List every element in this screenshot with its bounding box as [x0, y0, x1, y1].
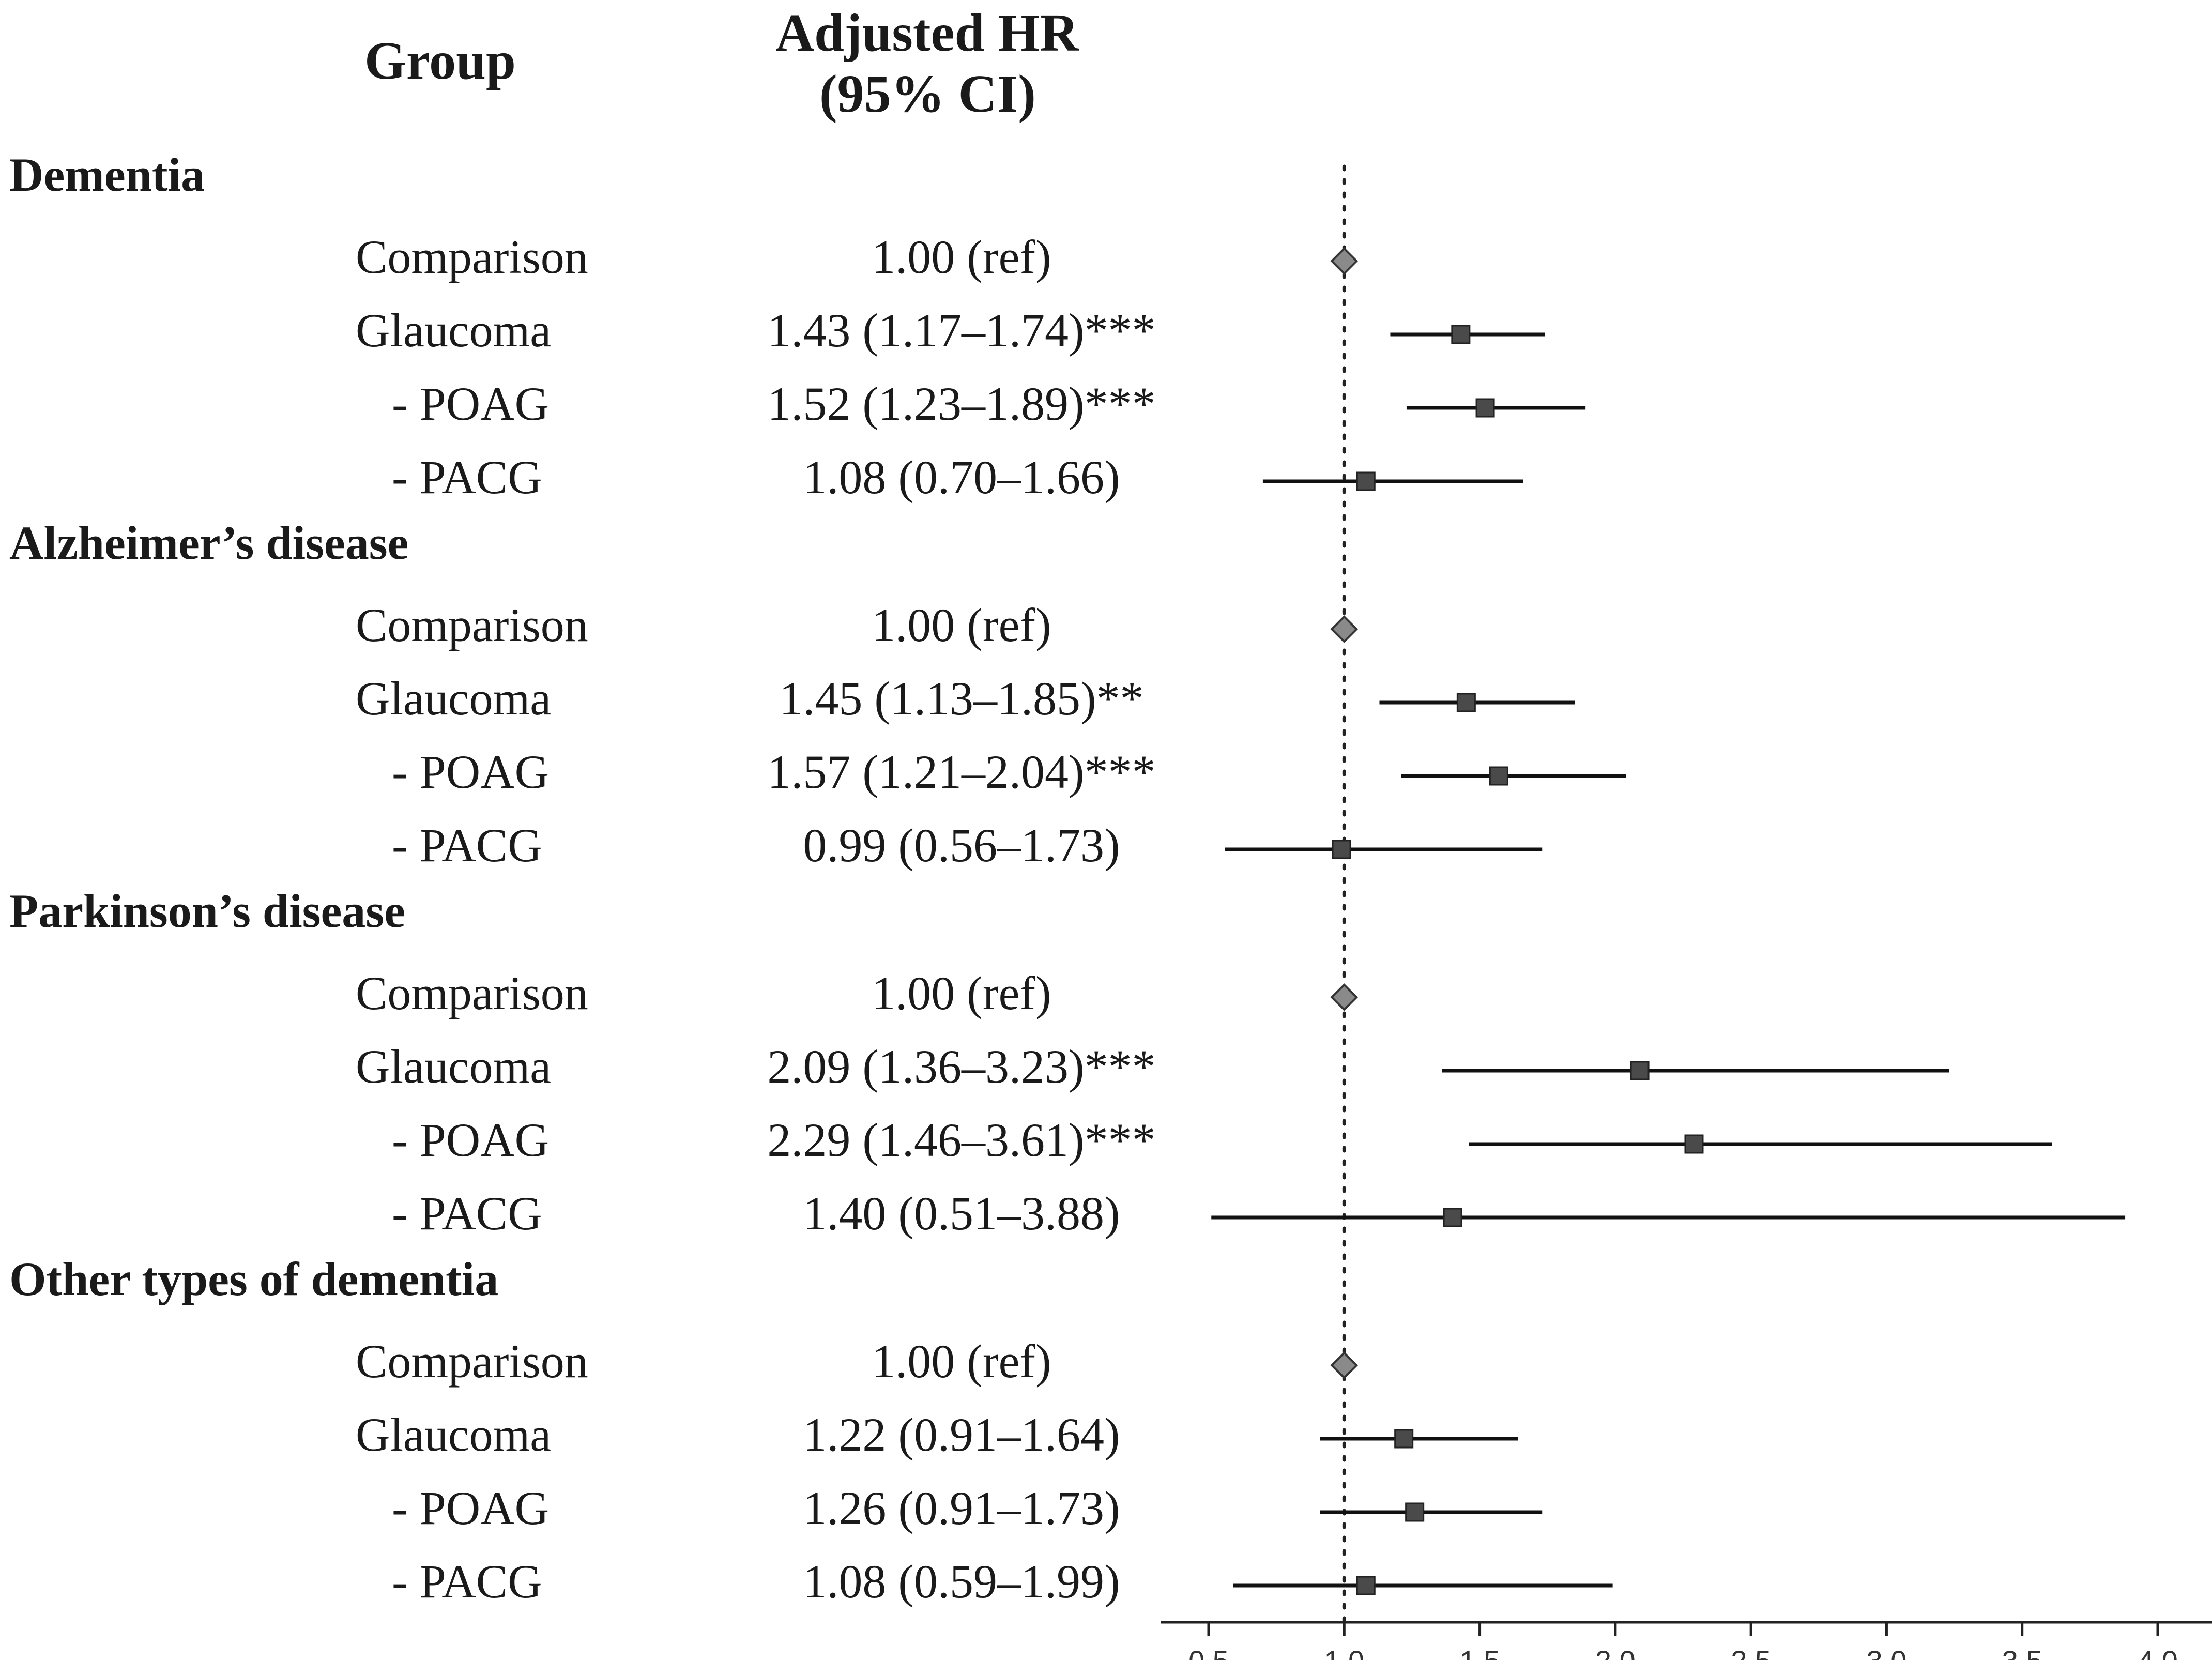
- x-tick-label: 0.5: [1188, 1644, 1229, 1660]
- hr-value-text: 0.99 (0.56–1.73): [803, 819, 1120, 872]
- reference-diamond-marker: [1330, 615, 1359, 643]
- hr-value-text: 1.22 (0.91–1.64): [803, 1408, 1120, 1461]
- hr-point-marker: [1489, 766, 1508, 786]
- x-tick-label: 1.5: [1460, 1644, 1500, 1660]
- hr-point-marker: [1356, 471, 1376, 491]
- row-label: - POAG: [392, 377, 550, 430]
- row-label: - PACG: [392, 1187, 542, 1240]
- section-title: Other types of dementia: [9, 1253, 499, 1305]
- x-tick-label: 2.5: [1731, 1644, 1771, 1660]
- row-label: Glaucoma: [356, 1040, 552, 1093]
- hr-value-text: 1.00 (ref): [872, 1335, 1051, 1388]
- row-label: - POAG: [392, 1482, 550, 1534]
- hr-value-text: 1.08 (0.70–1.66): [803, 451, 1120, 504]
- section-title: Alzheimer’s disease: [9, 516, 409, 569]
- row-label: Comparison: [356, 1335, 588, 1388]
- row-label: - POAG: [392, 1114, 550, 1166]
- group-column-header: Group: [364, 31, 516, 90]
- hr-value-text: 1.40 (0.51–3.88): [803, 1187, 1120, 1240]
- hr-point-marker: [1356, 1576, 1376, 1595]
- hr-value-text: 2.09 (1.36–3.23)***: [767, 1040, 1156, 1093]
- hr-value-text: 1.52 (1.23–1.89)***: [767, 377, 1156, 430]
- hr-point-marker: [1456, 693, 1476, 712]
- row-label: Glaucoma: [356, 304, 552, 357]
- hr-value-text: 2.29 (1.46–3.61)***: [767, 1114, 1156, 1166]
- hr-point-marker: [1405, 1502, 1425, 1522]
- reference-diamond-marker: [1330, 1351, 1359, 1379]
- row-label: Comparison: [356, 967, 588, 1019]
- hr-point-marker: [1332, 840, 1351, 859]
- hr-value-text: 1.08 (0.59–1.99): [803, 1555, 1120, 1608]
- row-label: - PACG: [392, 451, 542, 504]
- x-tick-label: 4.0: [2138, 1644, 2178, 1660]
- hr-column-header-line1: Adjusted HR: [775, 3, 1079, 63]
- row-label: - POAG: [392, 745, 550, 798]
- row-label: Comparison: [356, 599, 588, 651]
- hr-value-text: 1.00 (ref): [872, 599, 1051, 651]
- row-label: Glaucoma: [356, 1408, 552, 1461]
- x-tick-label: 3.0: [1866, 1644, 1906, 1660]
- section-title: Dementia: [9, 148, 205, 201]
- reference-diamond-marker: [1330, 983, 1359, 1011]
- hr-value-text: 1.57 (1.21–2.04)***: [767, 745, 1156, 798]
- hr-point-marker: [1443, 1208, 1462, 1227]
- hr-value-text: 1.45 (1.13–1.85)**: [779, 672, 1144, 725]
- hr-point-marker: [1394, 1429, 1414, 1449]
- hr-value-text: 1.00 (ref): [872, 231, 1051, 283]
- row-label: Glaucoma: [356, 672, 552, 725]
- section-title: Parkinson’s disease: [9, 885, 405, 937]
- x-tick-label: 3.5: [2002, 1644, 2042, 1660]
- row-label: Comparison: [356, 231, 588, 283]
- hr-column-header-line2: (95% CI): [819, 64, 1036, 124]
- hr-value-text: 1.26 (0.91–1.73): [803, 1482, 1120, 1534]
- reference-diamond-marker: [1330, 247, 1359, 275]
- row-label: - PACG: [392, 819, 542, 872]
- hr-point-marker: [1475, 398, 1495, 418]
- hr-value-text: 1.00 (ref): [872, 967, 1051, 1019]
- row-label: - PACG: [392, 1555, 542, 1608]
- hr-value-text: 1.43 (1.17–1.74)***: [767, 304, 1156, 357]
- hr-point-marker: [1684, 1134, 1704, 1154]
- x-tick-label: 1.0: [1324, 1644, 1364, 1660]
- hr-point-marker: [1630, 1061, 1650, 1080]
- x-tick-label: 2.0: [1595, 1644, 1636, 1660]
- hr-point-marker: [1451, 325, 1471, 344]
